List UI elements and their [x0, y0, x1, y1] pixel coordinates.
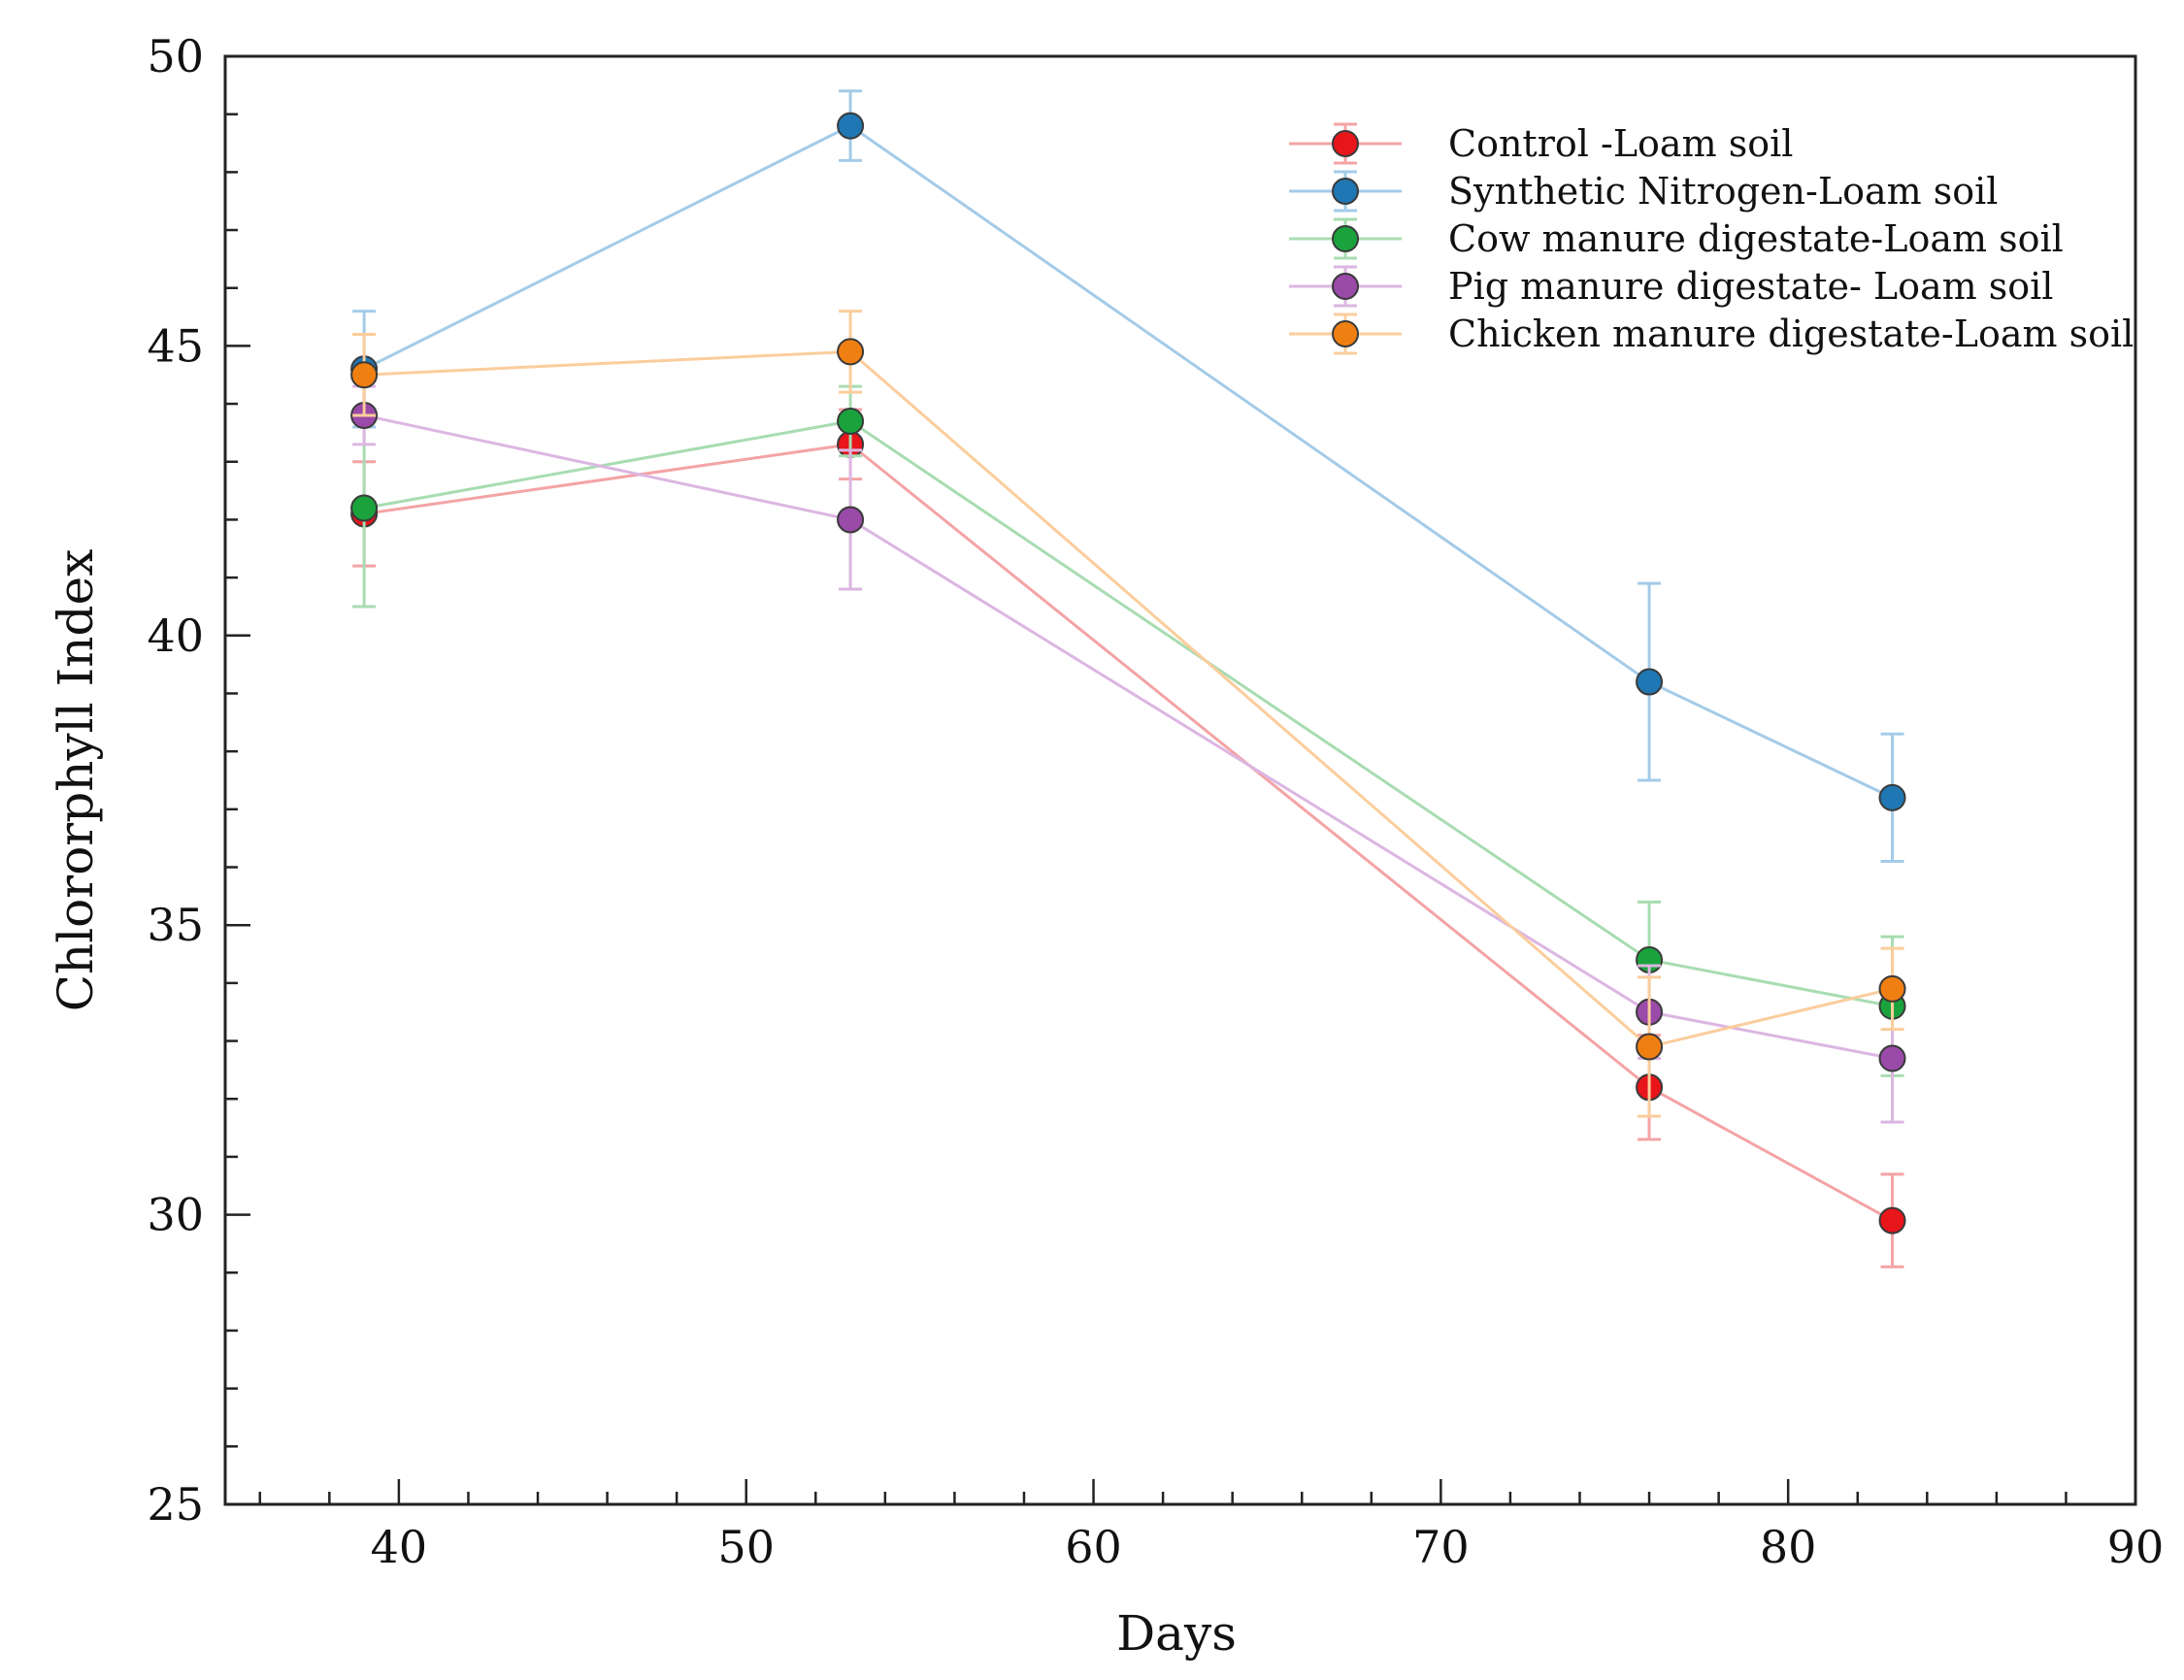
x-tick-label: 70 [1412, 1521, 1470, 1573]
x-tick-label: 60 [1065, 1521, 1122, 1573]
series-line [363, 413, 1893, 1060]
legend-marker [1332, 225, 1359, 252]
legend-item: Chicken manure digestate-Loam soil [1289, 313, 2134, 355]
data-point [1878, 1206, 1906, 1235]
data-point [837, 112, 865, 140]
data-point [350, 494, 379, 522]
legend-label: Pig manure digestate- Loam soil [1448, 265, 2053, 308]
series-line [363, 443, 1894, 1222]
y-axis-title: Chlororphyll Index [48, 549, 104, 1012]
legend-marker [1332, 178, 1359, 205]
data-point [1636, 1033, 1664, 1061]
legend-item: Control -Loam soil [1289, 122, 1793, 165]
series-line [363, 123, 1894, 800]
legend-item: Synthetic Nitrogen-Loam soil [1289, 170, 1998, 213]
x-tick-label: 80 [1760, 1521, 1817, 1573]
series-3 [350, 384, 1906, 1124]
x-axis-title: Days [1116, 1605, 1237, 1662]
series-2 [350, 384, 1906, 1077]
series-layer [350, 89, 1906, 1268]
x-tick-label: 40 [371, 1521, 428, 1573]
legend-marker [1332, 320, 1359, 347]
legend-label: Synthetic Nitrogen-Loam soil [1448, 170, 1998, 213]
data-point [837, 407, 865, 435]
x-tick-label: 90 [2107, 1521, 2165, 1573]
legend-marker [1332, 273, 1359, 300]
data-point [837, 506, 865, 534]
y-tick-label: 50 [147, 30, 204, 82]
legend-item: Cow manure digestate-Loam soil [1289, 217, 2064, 260]
series-line [363, 419, 1893, 1008]
data-point [1878, 783, 1906, 811]
data-point [1878, 1044, 1906, 1072]
y-tick-label: 25 [147, 1478, 204, 1531]
ticks-layer: 40 50 60 70 80 90 25 30 35 40 45 50 [147, 30, 2164, 1573]
data-point [1636, 668, 1664, 696]
data-point [837, 338, 865, 366]
legend-label: Control -Loam soil [1448, 122, 1793, 165]
y-tick-label: 45 [147, 319, 204, 372]
series-0 [350, 408, 1906, 1268]
series-line [364, 349, 1893, 1049]
series-4 [350, 310, 1906, 1118]
legend: Control -Loam soil Synthetic Nitrogen-Loa… [1289, 122, 2134, 355]
x-tick-label: 50 [717, 1521, 775, 1573]
legend-label: Cow manure digestate-Loam soil [1448, 217, 2064, 260]
legend-label: Chicken manure digestate-Loam soil [1448, 313, 2134, 355]
y-tick-label: 35 [147, 899, 204, 951]
legend-item: Pig manure digestate- Loam soil [1289, 265, 2053, 308]
legend-marker [1332, 130, 1359, 157]
y-tick-label: 40 [147, 609, 204, 662]
data-point [1878, 974, 1906, 1003]
data-point [350, 361, 379, 389]
y-tick-label: 30 [147, 1189, 204, 1241]
plot-frame [223, 54, 2137, 1506]
